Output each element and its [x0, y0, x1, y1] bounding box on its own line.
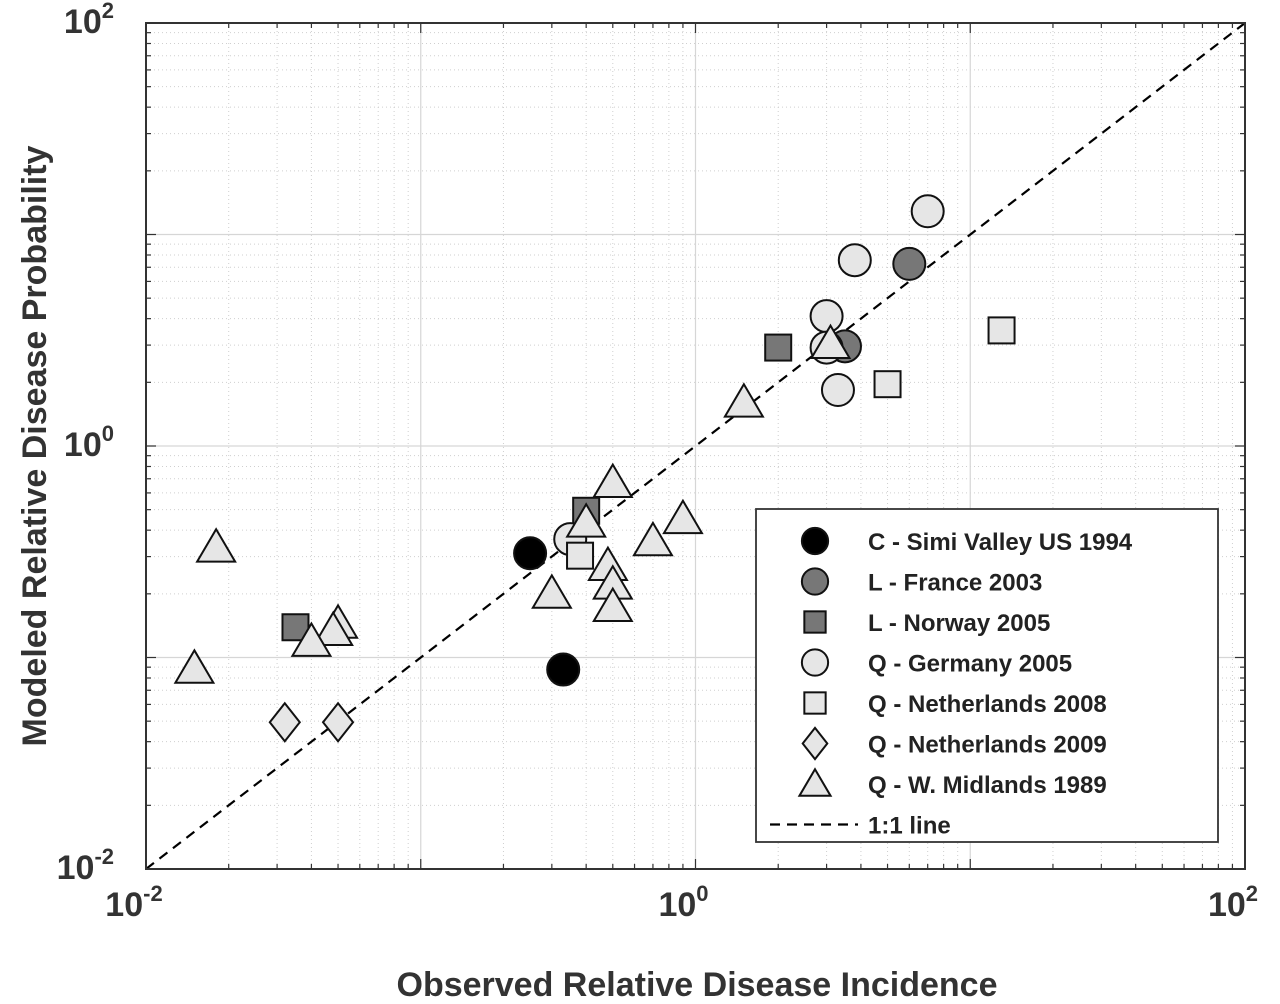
data-point-triangle: [195, 527, 237, 563]
data-point-circle: [910, 194, 945, 229]
data-point-square: [764, 333, 793, 362]
data-point-diamond: [321, 701, 355, 743]
data-point-triangle: [565, 502, 607, 538]
legend: C - Simi Valley US 1994 L - France 2003 L …: [755, 508, 1219, 843]
legend-label: Q - Netherlands 2008: [868, 691, 1107, 718]
legend-label: Q - W. Midlands 1989: [868, 772, 1107, 799]
data-point-circle: [837, 243, 872, 278]
legend-marker-diamond: [801, 726, 829, 761]
data-point-circle: [809, 299, 844, 334]
legend-label: L - Norway 2005: [868, 610, 1050, 637]
y-axis-ticks: 10-2 100 102: [57, 0, 1245, 887]
legend-marker-circle: [800, 567, 830, 596]
legend-box: [755, 508, 1219, 843]
data-point-circle: [892, 246, 927, 281]
x-axis-title: Observed Relative Disease Incidence: [397, 966, 998, 1004]
legend-label: Q - Germany 2005: [868, 651, 1072, 678]
data-point-square: [873, 370, 902, 399]
legend-label: Q - Netherlands 2009: [868, 732, 1107, 759]
data-point-circle: [513, 536, 548, 571]
data-points: [173, 194, 1016, 743]
data-point-triangle: [312, 610, 354, 647]
data-point-circle: [820, 372, 855, 407]
legend-label: C - Simi Valley US 1994: [868, 529, 1133, 556]
y-tick-label: 10-2: [57, 844, 114, 887]
legend-label: L - France 2003: [868, 570, 1042, 597]
x-axis-ticks: 10-2 100 102: [105, 23, 1258, 924]
y-tick-label: 102: [64, 0, 114, 41]
legend-marker-circle: [800, 648, 830, 677]
x-tick-label: 102: [1208, 881, 1258, 924]
data-point-circle: [546, 652, 581, 687]
x-tick-label: 10-2: [105, 881, 162, 924]
data-point-triangle: [290, 621, 333, 657]
data-point-square: [987, 316, 1016, 345]
data-point-triangle: [531, 573, 573, 609]
data-point-triangle: [809, 323, 852, 359]
data-point-triangle: [723, 382, 765, 418]
data-point-square: [566, 541, 595, 570]
data-point-triangle: [662, 498, 704, 535]
data-point-triangle: [592, 462, 634, 499]
data-point-triangle: [173, 648, 216, 684]
major-grid: [146, 23, 1245, 869]
y-tick-label: 100: [64, 421, 114, 464]
legend-label: 1:1 line: [868, 813, 951, 840]
legend-marker-square: [803, 691, 827, 715]
legend-marker-circle: [800, 526, 830, 556]
x-tick-label: 100: [658, 881, 708, 924]
legend-marker-square: [803, 610, 827, 634]
data-point-triangle: [632, 520, 674, 557]
data-point-triangle: [592, 586, 634, 623]
legend-marker-triangle: [797, 767, 833, 797]
data-point-diamond: [268, 701, 302, 743]
y-axis-title: Modeled Relative Disease Probability: [16, 145, 54, 746]
